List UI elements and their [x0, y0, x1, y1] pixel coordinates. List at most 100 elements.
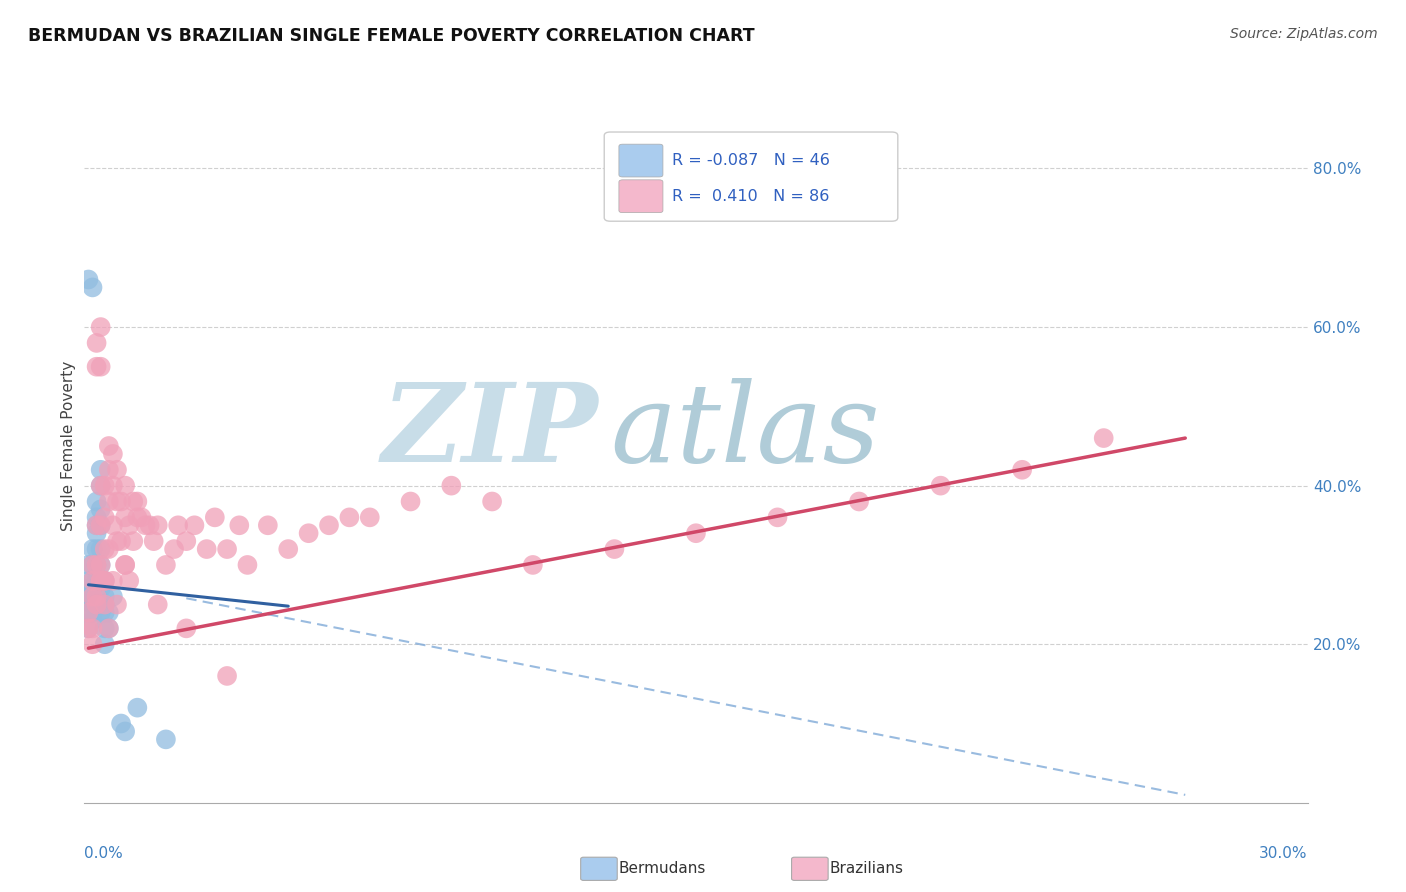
Point: [131, 510, 153, 524]
Point: [86, 359, 108, 374]
Point: [86, 542, 108, 557]
Point: [114, 724, 136, 739]
Point: [277, 542, 299, 557]
Point: [217, 542, 239, 557]
Text: R = -0.087   N = 46: R = -0.087 N = 46: [672, 153, 830, 168]
Point: [101, 447, 124, 461]
Point: [135, 518, 157, 533]
Point: [110, 494, 132, 508]
Point: [603, 542, 626, 557]
Point: [82, 614, 104, 628]
Point: [82, 606, 104, 620]
Point: [176, 534, 198, 549]
Point: [82, 637, 104, 651]
Point: [90, 320, 112, 334]
Point: [122, 534, 145, 549]
Point: [929, 478, 952, 492]
Point: [97, 439, 120, 453]
Point: [77, 582, 100, 596]
Point: [82, 574, 104, 588]
Point: [82, 582, 104, 596]
FancyBboxPatch shape: [619, 145, 664, 177]
Point: [105, 463, 128, 477]
Point: [97, 463, 120, 477]
Point: [155, 732, 177, 747]
Point: [522, 558, 544, 572]
Point: [318, 518, 340, 533]
Point: [359, 510, 381, 524]
Point: [167, 518, 190, 533]
Text: Source: ZipAtlas.com: Source: ZipAtlas.com: [1230, 27, 1378, 41]
Point: [138, 518, 160, 533]
Point: [110, 716, 132, 731]
Point: [90, 518, 112, 533]
Point: [766, 510, 789, 524]
Point: [93, 574, 117, 588]
Point: [82, 621, 104, 635]
Point: [77, 621, 100, 635]
Point: [183, 518, 205, 533]
Point: [90, 606, 112, 620]
Point: [101, 590, 124, 604]
Point: [204, 510, 226, 524]
Point: [90, 582, 112, 596]
Text: BERMUDAN VS BRAZILIAN SINGLE FEMALE POVERTY CORRELATION CHART: BERMUDAN VS BRAZILIAN SINGLE FEMALE POVE…: [28, 27, 755, 45]
Point: [86, 494, 108, 508]
Point: [399, 494, 422, 508]
Text: Bermudans: Bermudans: [619, 862, 706, 876]
Point: [114, 478, 136, 492]
Point: [82, 590, 104, 604]
Point: [86, 518, 108, 533]
FancyBboxPatch shape: [619, 180, 664, 212]
Point: [86, 510, 108, 524]
Point: [481, 494, 503, 508]
Point: [176, 621, 198, 635]
Point: [155, 558, 177, 572]
FancyBboxPatch shape: [605, 132, 898, 221]
Point: [86, 526, 108, 541]
Point: [93, 621, 117, 635]
Point: [77, 558, 100, 572]
Point: [90, 502, 112, 516]
Point: [86, 590, 108, 604]
Point: [101, 518, 124, 533]
Point: [86, 518, 108, 533]
Point: [77, 606, 100, 620]
Point: [122, 494, 145, 508]
Point: [90, 598, 112, 612]
Point: [82, 558, 104, 572]
Point: [97, 542, 120, 557]
Point: [82, 542, 104, 557]
Point: [142, 534, 165, 549]
Point: [90, 478, 112, 492]
Point: [110, 534, 132, 549]
Text: ZIP: ZIP: [381, 378, 598, 485]
Point: [127, 510, 149, 524]
Point: [440, 478, 463, 492]
Point: [101, 574, 124, 588]
Point: [82, 558, 104, 572]
Point: [105, 534, 128, 549]
Point: [257, 518, 280, 533]
Text: R =  0.410   N = 86: R = 0.410 N = 86: [672, 189, 830, 203]
Point: [77, 272, 100, 286]
Point: [90, 359, 112, 374]
Point: [298, 526, 321, 541]
Point: [114, 510, 136, 524]
Y-axis label: Single Female Poverty: Single Female Poverty: [60, 361, 76, 531]
Point: [93, 637, 117, 651]
Point: [77, 606, 100, 620]
Point: [848, 494, 870, 508]
Point: [82, 280, 104, 294]
Point: [86, 558, 108, 572]
Point: [93, 542, 117, 557]
Point: [77, 574, 100, 588]
Point: [93, 598, 117, 612]
Point: [93, 574, 117, 588]
Text: 30.0%: 30.0%: [1260, 846, 1308, 861]
Point: [217, 669, 239, 683]
Point: [163, 542, 186, 557]
Point: [146, 598, 169, 612]
Point: [93, 574, 117, 588]
Point: [97, 606, 120, 620]
